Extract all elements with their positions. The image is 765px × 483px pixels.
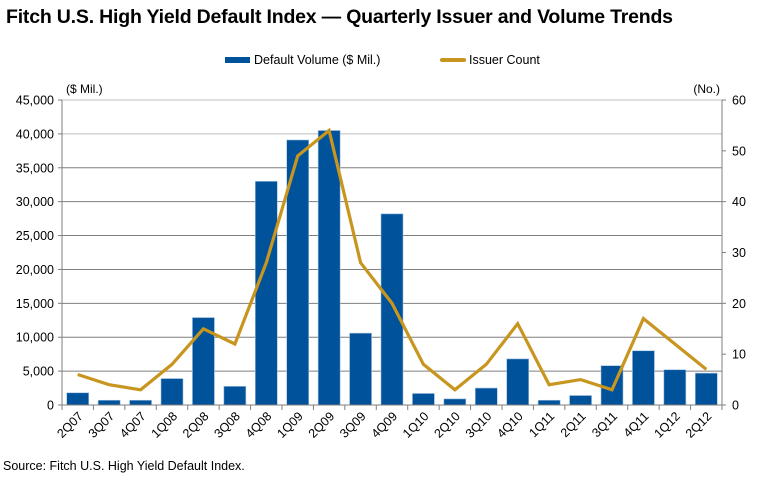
left-axis-tick-label: 10,000: [16, 331, 54, 345]
left-axis-tick-label: 20,000: [16, 263, 54, 277]
right-axis-unit-label: (No.): [693, 82, 720, 96]
x-axis-category-label: 3Q09: [337, 409, 369, 441]
bar-default-volume: [443, 398, 467, 406]
x-axis-category-label: 2Q07: [54, 409, 86, 441]
right-axis-tick-label: 40: [732, 195, 746, 209]
x-axis-category-label: 2Q11: [558, 409, 589, 440]
left-axis-unit-label: ($ Mil.): [66, 82, 103, 96]
source-note: Source: Fitch U.S. High Yield Default In…: [3, 459, 245, 473]
left-axis-tick-label: 25,000: [16, 229, 54, 243]
x-axis-category-label: 4Q11: [621, 409, 652, 440]
bar-default-volume: [160, 378, 184, 406]
right-axis-tick-label: 60: [732, 94, 746, 108]
x-axis-category-label: 1Q08: [149, 409, 181, 441]
left-axis-tick-label: 0: [47, 399, 54, 413]
legend-item-default-volume: Default Volume ($ Mil.): [225, 53, 380, 67]
left-axis-tick-label: 30,000: [16, 195, 54, 209]
bar-default-volume: [694, 372, 718, 406]
x-axis-category-label: 2Q09: [306, 409, 338, 441]
x-axis-category-label: 4Q07: [117, 409, 149, 441]
left-axis-tick-label: 45,000: [16, 94, 54, 108]
left-axis-tick-label: 35,000: [16, 161, 54, 175]
bar-default-volume: [66, 392, 90, 406]
chart-title: Fitch U.S. High Yield Default Index — Qu…: [6, 6, 673, 28]
left-axis-tick-label: 40,000: [16, 127, 54, 141]
legend-label: Default Volume ($ Mil.): [254, 53, 381, 67]
bar-default-volume: [632, 350, 655, 406]
bar-default-volume: [506, 358, 530, 406]
bar-default-volume: [474, 387, 498, 406]
bar-default-volume: [254, 181, 278, 406]
bar-default-volume: [537, 399, 561, 406]
x-axis-category-label: 3Q11: [589, 409, 620, 440]
bar-default-volume: [129, 399, 152, 406]
chart-legend: Default Volume ($ Mil.) Issuer Count: [0, 53, 765, 71]
left-axis-tick-label: 15,000: [16, 297, 54, 311]
bar-default-volume: [317, 130, 341, 406]
legend-swatch-line: [440, 58, 466, 62]
legend-label: Issuer Count: [469, 53, 540, 67]
x-axis-category-label: 4Q09: [369, 409, 401, 441]
x-axis-category-label: 1Q09: [274, 409, 306, 441]
x-axis-category-label: 1Q11: [526, 409, 557, 440]
right-axis-tick-label: 50: [732, 144, 746, 158]
bar-default-volume: [663, 369, 687, 406]
x-axis-category-label: 2Q10: [431, 409, 463, 441]
x-axis-category-label: 3Q07: [86, 409, 118, 441]
x-axis-category-label: 1Q10: [400, 409, 432, 441]
bar-default-volume: [380, 213, 404, 406]
x-axis-category-label: 2Q12: [683, 409, 715, 441]
right-axis-tick-label: 0: [732, 399, 739, 413]
x-axis-category-label: 3Q10: [463, 409, 495, 441]
right-axis-tick-label: 10: [732, 348, 746, 362]
x-axis-category-label: 3Q08: [211, 409, 243, 441]
x-axis-category-label: 4Q08: [243, 409, 275, 441]
x-axis-category-label: 2Q08: [180, 409, 212, 441]
bar-default-volume: [223, 386, 247, 406]
right-axis-tick-label: 20: [732, 297, 746, 311]
x-axis-category-label: 4Q10: [494, 409, 526, 441]
bar-default-volume: [569, 395, 592, 406]
legend-item-issuer-count: Issuer Count: [440, 53, 540, 67]
bar-default-volume: [412, 393, 435, 406]
legend-swatch-bar: [225, 57, 250, 63]
bar-default-volume: [349, 332, 372, 406]
bar-default-volume: [97, 399, 121, 406]
right-axis-tick-label: 30: [732, 246, 746, 260]
left-axis-tick-label: 5,000: [23, 365, 54, 379]
x-axis-category-label: 1Q12: [651, 409, 683, 441]
